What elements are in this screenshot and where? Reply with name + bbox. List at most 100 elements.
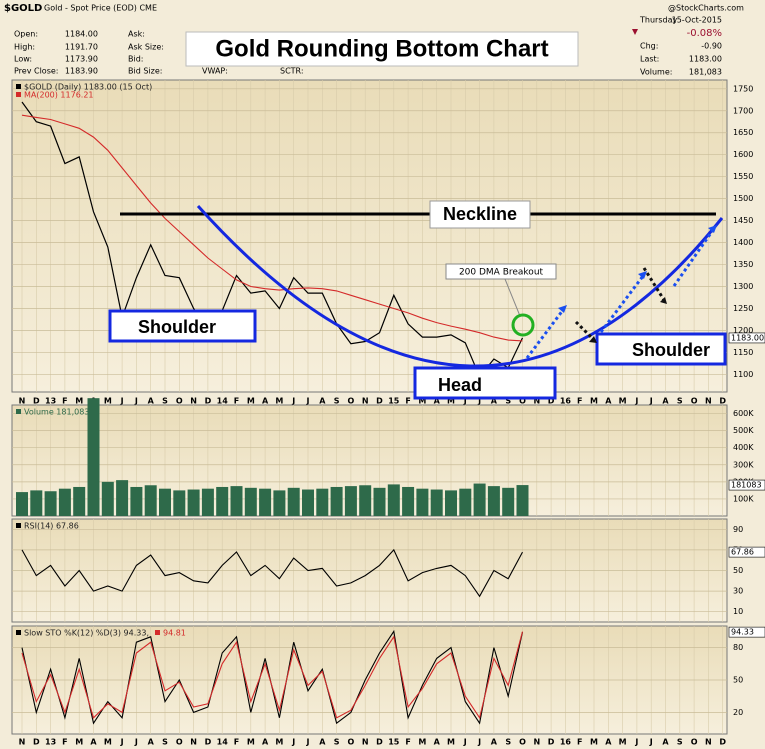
x-tick-label: M — [275, 397, 283, 406]
annotations: Gold Rounding Bottom Chart Neckline Shou… — [108, 31, 727, 400]
legend-label: MA(200) 1176.21 — [24, 91, 94, 100]
x-tick-label: N — [19, 738, 26, 747]
x-tick-label: M — [418, 397, 426, 406]
x-tick-label: F — [234, 397, 239, 406]
y-tick-label: 50 — [733, 566, 743, 575]
x-tick-label: N — [362, 738, 369, 747]
x-tick-label: F — [405, 738, 410, 747]
x-tick-label: O — [519, 397, 526, 406]
value: 181,083 — [689, 68, 722, 77]
x-tick-label: M — [447, 397, 455, 406]
y-tick-label: 1300 — [733, 282, 753, 291]
volume-bar — [216, 486, 229, 516]
volume-bar — [516, 485, 529, 516]
x-tick-label: D — [205, 738, 212, 747]
x-tick-label: M — [447, 738, 455, 747]
y-tick-label: 1350 — [733, 260, 753, 269]
last-value-box — [728, 626, 765, 638]
rounding-curve — [196, 204, 724, 368]
x-tick-label: J — [134, 397, 138, 406]
x-tick-label: M — [247, 738, 255, 747]
x-tick-label: A — [491, 397, 498, 406]
volume-bar — [259, 488, 272, 516]
x-tick-label: A — [605, 397, 612, 406]
x-tick-label: D — [719, 738, 726, 747]
arrows — [525, 229, 715, 359]
label: High: — [14, 43, 35, 52]
label: VWAP: — [202, 67, 228, 76]
shoulder-label: Shoulder — [632, 340, 710, 360]
x-tick-label: F — [405, 397, 410, 406]
x-tick-label: J — [649, 397, 653, 406]
x-tick-label: M — [247, 397, 255, 406]
y-tick-label: 1600 — [733, 150, 753, 159]
last-value-label: 67.86 — [731, 548, 754, 557]
volume-bar — [473, 483, 486, 516]
volume-bar — [402, 486, 415, 516]
series-line — [21, 101, 524, 378]
x-tick-label: N — [190, 397, 197, 406]
x-tick-label: A — [319, 397, 326, 406]
legend-swatch — [154, 630, 160, 635]
legend-swatch — [16, 523, 21, 528]
x-tick-label: A — [90, 738, 97, 747]
y-tick-label: 400K — [733, 443, 754, 452]
volume-bar — [230, 486, 243, 516]
y-tick-label: 90 — [733, 525, 743, 534]
day: Thursday — [639, 16, 677, 25]
x-tick-label: S — [505, 738, 511, 747]
volume-bar — [445, 490, 457, 516]
x-tick-label: S — [505, 397, 511, 406]
x-tick-label: M — [104, 397, 112, 406]
shoulder-box — [108, 309, 257, 343]
x-tick-label: F — [577, 738, 582, 747]
legend-swatch — [16, 84, 21, 89]
volume-bar — [44, 491, 57, 516]
y-tick-label: 300K — [733, 460, 754, 469]
series-line — [21, 631, 524, 720]
y-tick-label: 30 — [733, 587, 743, 596]
x-tick-label: J — [134, 738, 138, 747]
x-tick-label: N — [362, 397, 369, 406]
arrow-heads — [558, 225, 717, 343]
label: Chg: — [640, 42, 658, 51]
date: 15-Oct-2015 — [672, 16, 722, 25]
label: SCTR: — [280, 67, 304, 76]
x-tick-label: N — [705, 738, 712, 747]
x-tick-label: F — [577, 397, 582, 406]
volume-bar — [387, 484, 400, 516]
volume-bar — [487, 486, 500, 516]
y-tick-label: 10 — [733, 607, 743, 616]
plots: ND13FMAMJJASOND14FMAMJJASOND15FMAMJJASON… — [11, 79, 765, 748]
x-tick-label: M — [619, 738, 627, 747]
x-tick-label: 13 — [45, 738, 56, 747]
x-tick-label: D — [33, 738, 40, 747]
x-tick-label: D — [548, 397, 555, 406]
x-tick-label: 16 — [560, 397, 572, 406]
volume-bar — [416, 488, 429, 516]
x-tick-label: O — [519, 738, 526, 747]
y-tick-label: 1550 — [733, 172, 753, 181]
x-tick-label: O — [691, 738, 698, 747]
volume-bar — [30, 490, 43, 516]
volume-bar — [87, 398, 100, 516]
value: 1191.70 — [65, 43, 98, 52]
symbol: $GOLD — [4, 3, 42, 14]
head-label: Head — [438, 375, 482, 395]
x-tick-label: J — [649, 738, 653, 747]
label: Open: — [14, 30, 38, 39]
label: Volume: — [640, 68, 672, 77]
series-line — [21, 548, 523, 598]
volume-bar — [173, 490, 186, 516]
x-tick-label: M — [275, 738, 283, 747]
volume-bar — [101, 481, 114, 516]
y-tick-label: 1250 — [733, 304, 753, 313]
volume-bar — [373, 487, 386, 516]
y-tick-label: 50 — [733, 676, 743, 685]
volume-bar — [302, 489, 314, 516]
x-tick-label: 16 — [560, 738, 572, 747]
shoulder-label: Shoulder — [138, 317, 216, 337]
label: Bid Size: — [128, 67, 162, 76]
last-value-label: 1183.00 — [731, 333, 764, 342]
